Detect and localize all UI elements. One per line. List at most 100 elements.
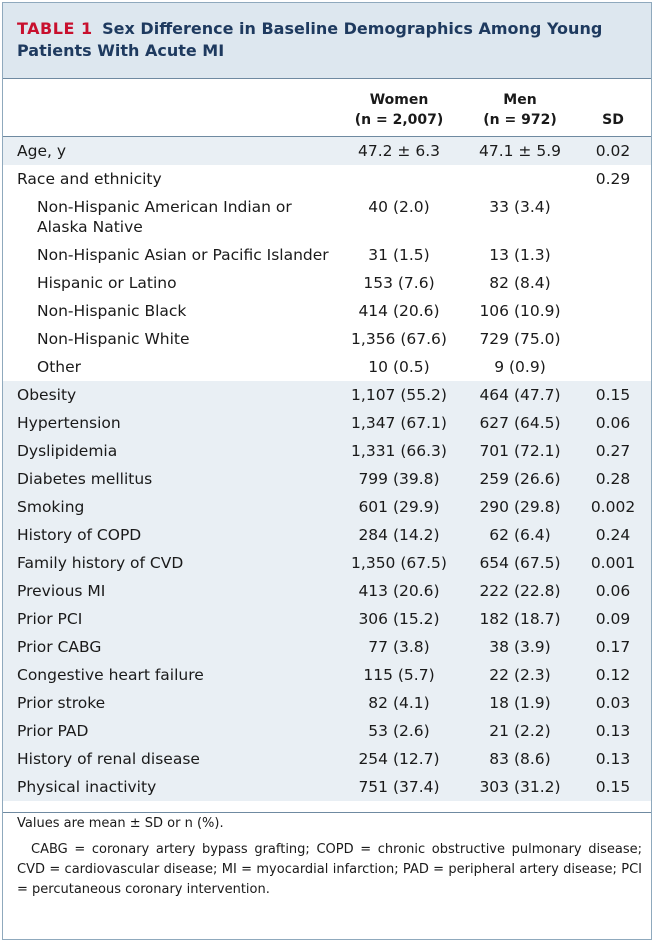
table-row: History of renal disease 254 (12.7) 83 (8.… <box>3 745 651 773</box>
cell-sd: 0.09 <box>595 610 631 628</box>
table-row: Prior stroke 82 (4.1) 18 (1.9) 0.03 <box>3 689 651 717</box>
column-header-men-n: (n = 972) <box>483 112 557 128</box>
row-label: Hypertension <box>17 414 121 432</box>
cell-men: 83 (8.6) <box>489 750 551 768</box>
cell-women: 31 (1.5) <box>368 246 430 264</box>
cell-sd: 0.17 <box>595 638 631 656</box>
table-row: Non-Hispanic White 1,356 (67.6) 729 (75.0) <box>3 325 651 353</box>
row-label: Previous MI <box>17 582 106 600</box>
cell-women: 153 (7.6) <box>363 274 435 292</box>
table-title-text: Sex Difference in Baseline Demographics … <box>17 19 603 60</box>
cell-men: 627 (64.5) <box>479 414 561 432</box>
row-label: Non-Hispanic White <box>37 330 190 348</box>
cell-sd: 0.13 <box>595 750 631 768</box>
cell-men: 82 (8.4) <box>489 274 551 292</box>
row-label: Non-Hispanic Black <box>37 302 187 320</box>
cell-sd: 0.24 <box>595 526 631 544</box>
cell-sd: 0.15 <box>595 386 631 404</box>
row-label: Prior PAD <box>17 722 89 740</box>
cell-sd: 0.002 <box>590 498 636 516</box>
header-divider <box>3 136 651 137</box>
cell-men: 22 (2.3) <box>489 666 551 684</box>
table-row: Family history of CVD 1,350 (67.5) 654 (67… <box>3 549 651 577</box>
cell-women: 77 (3.8) <box>368 638 430 656</box>
table-title: TABLE 1 Sex Difference in Baseline Demog… <box>17 18 642 62</box>
column-header-sd: SD <box>579 110 647 130</box>
title-bar: TABLE 1 Sex Difference in Baseline Demog… <box>3 3 651 78</box>
cell-women: 40 (2.0) <box>368 198 430 216</box>
row-label: Prior PCI <box>17 610 83 628</box>
table-row: Age, y 47.2 ± 6.3 47.1 ± 5.9 0.02 <box>3 137 651 165</box>
cell-men: 9 (0.9) <box>494 358 546 376</box>
table-row: Diabetes mellitus 799 (39.8) 259 (26.6) 0.2… <box>3 465 651 493</box>
cell-men: 21 (2.2) <box>489 722 551 740</box>
row-label: Race and ethnicity <box>17 170 162 188</box>
cell-men: 259 (26.6) <box>479 470 561 488</box>
table-row: Congestive heart failure 115 (5.7) 22 (2.3… <box>3 661 651 689</box>
row-label: Non-Hispanic Asian or Pacific Islander <box>37 246 329 264</box>
cell-sd: 0.13 <box>595 722 631 740</box>
cell-sd: 0.03 <box>595 694 631 712</box>
table-row: Previous MI 413 (20.6) 222 (22.8) 0.06 <box>3 577 651 605</box>
cell-men: 464 (47.7) <box>479 386 561 404</box>
table-footnotes: Values are mean ± SD or n (%). CABG = co… <box>17 814 642 900</box>
cell-men: 182 (18.7) <box>479 610 561 628</box>
table-row: Hypertension 1,347 (67.1) 627 (64.5) 0.06 <box>3 409 651 437</box>
cell-men: 106 (10.9) <box>479 302 561 320</box>
cell-men: 18 (1.9) <box>489 694 551 712</box>
cell-men: 47.1 ± 5.9 <box>478 142 561 160</box>
cell-women: 47.2 ± 6.3 <box>357 142 440 160</box>
cell-sd: 0.001 <box>590 554 636 572</box>
cell-men: 33 (3.4) <box>489 198 551 216</box>
row-label: Hispanic or Latino <box>37 274 177 292</box>
row-label: Family history of CVD <box>17 554 184 572</box>
cell-women: 1,331 (66.3) <box>351 442 447 460</box>
row-label: Congestive heart failure <box>17 666 204 684</box>
table-row: Obesity 1,107 (55.2) 464 (47.7) 0.15 <box>3 381 651 409</box>
row-label: Diabetes mellitus <box>17 470 153 488</box>
cell-men: 62 (6.4) <box>489 526 551 544</box>
cell-women: 601 (29.9) <box>358 498 440 516</box>
cell-sd: 0.12 <box>595 666 631 684</box>
footnote-values: Values are mean ± SD or n (%). <box>17 816 224 831</box>
footnote-abbreviations: CABG = coronary artery bypass grafting; … <box>17 842 642 897</box>
cell-sd: 0.06 <box>595 582 631 600</box>
table-row: Smoking 601 (29.9) 290 (29.8) 0.002 <box>3 493 651 521</box>
cell-women: 799 (39.8) <box>358 470 440 488</box>
cell-men: 303 (31.2) <box>479 778 561 796</box>
table-row: Prior PCI 306 (15.2) 182 (18.7) 0.09 <box>3 605 651 633</box>
title-divider <box>3 78 651 79</box>
row-label: Prior CABG <box>17 638 102 656</box>
cell-sd: 0.02 <box>595 142 631 160</box>
table-row: Other 10 (0.5) 9 (0.9) <box>3 353 651 381</box>
row-label: Physical inactivity <box>17 778 157 796</box>
column-header-men: Men (n = 972) <box>464 90 576 130</box>
cell-men: 701 (72.1) <box>479 442 561 460</box>
cell-men: 38 (3.9) <box>489 638 551 656</box>
cell-women: 254 (12.7) <box>358 750 440 768</box>
cell-men: 654 (67.5) <box>479 554 561 572</box>
row-label: Age, y <box>17 142 67 160</box>
cell-men: 729 (75.0) <box>479 330 561 348</box>
cell-sd: 0.27 <box>595 442 631 460</box>
row-label: Non-Hispanic American Indian or Alaska N… <box>37 198 292 236</box>
table-row: Hispanic or Latino 153 (7.6) 82 (8.4) <box>3 269 651 297</box>
cell-women: 1,356 (67.6) <box>351 330 447 348</box>
cell-women: 413 (20.6) <box>358 582 440 600</box>
row-label: Smoking <box>17 498 85 516</box>
cell-women: 414 (20.6) <box>358 302 440 320</box>
cell-sd: 0.28 <box>595 470 631 488</box>
cell-women: 53 (2.6) <box>368 722 430 740</box>
cell-women: 1,107 (55.2) <box>351 386 447 404</box>
cell-sd: 0.06 <box>595 414 631 432</box>
cell-women: 306 (15.2) <box>358 610 440 628</box>
table-row: Dyslipidemia 1,331 (66.3) 701 (72.1) 0.27 <box>3 437 651 465</box>
table-row: Race and ethnicity 0.29 <box>3 165 651 193</box>
cell-men: 290 (29.8) <box>479 498 561 516</box>
cell-women: 751 (37.4) <box>358 778 440 796</box>
table-row: History of COPD 284 (14.2) 62 (6.4) 0.24 <box>3 521 651 549</box>
cell-women: 1,347 (67.1) <box>351 414 447 432</box>
cell-women: 1,350 (67.5) <box>351 554 447 572</box>
cell-sd: 0.15 <box>595 778 631 796</box>
column-header-sd-name: SD <box>602 112 624 128</box>
